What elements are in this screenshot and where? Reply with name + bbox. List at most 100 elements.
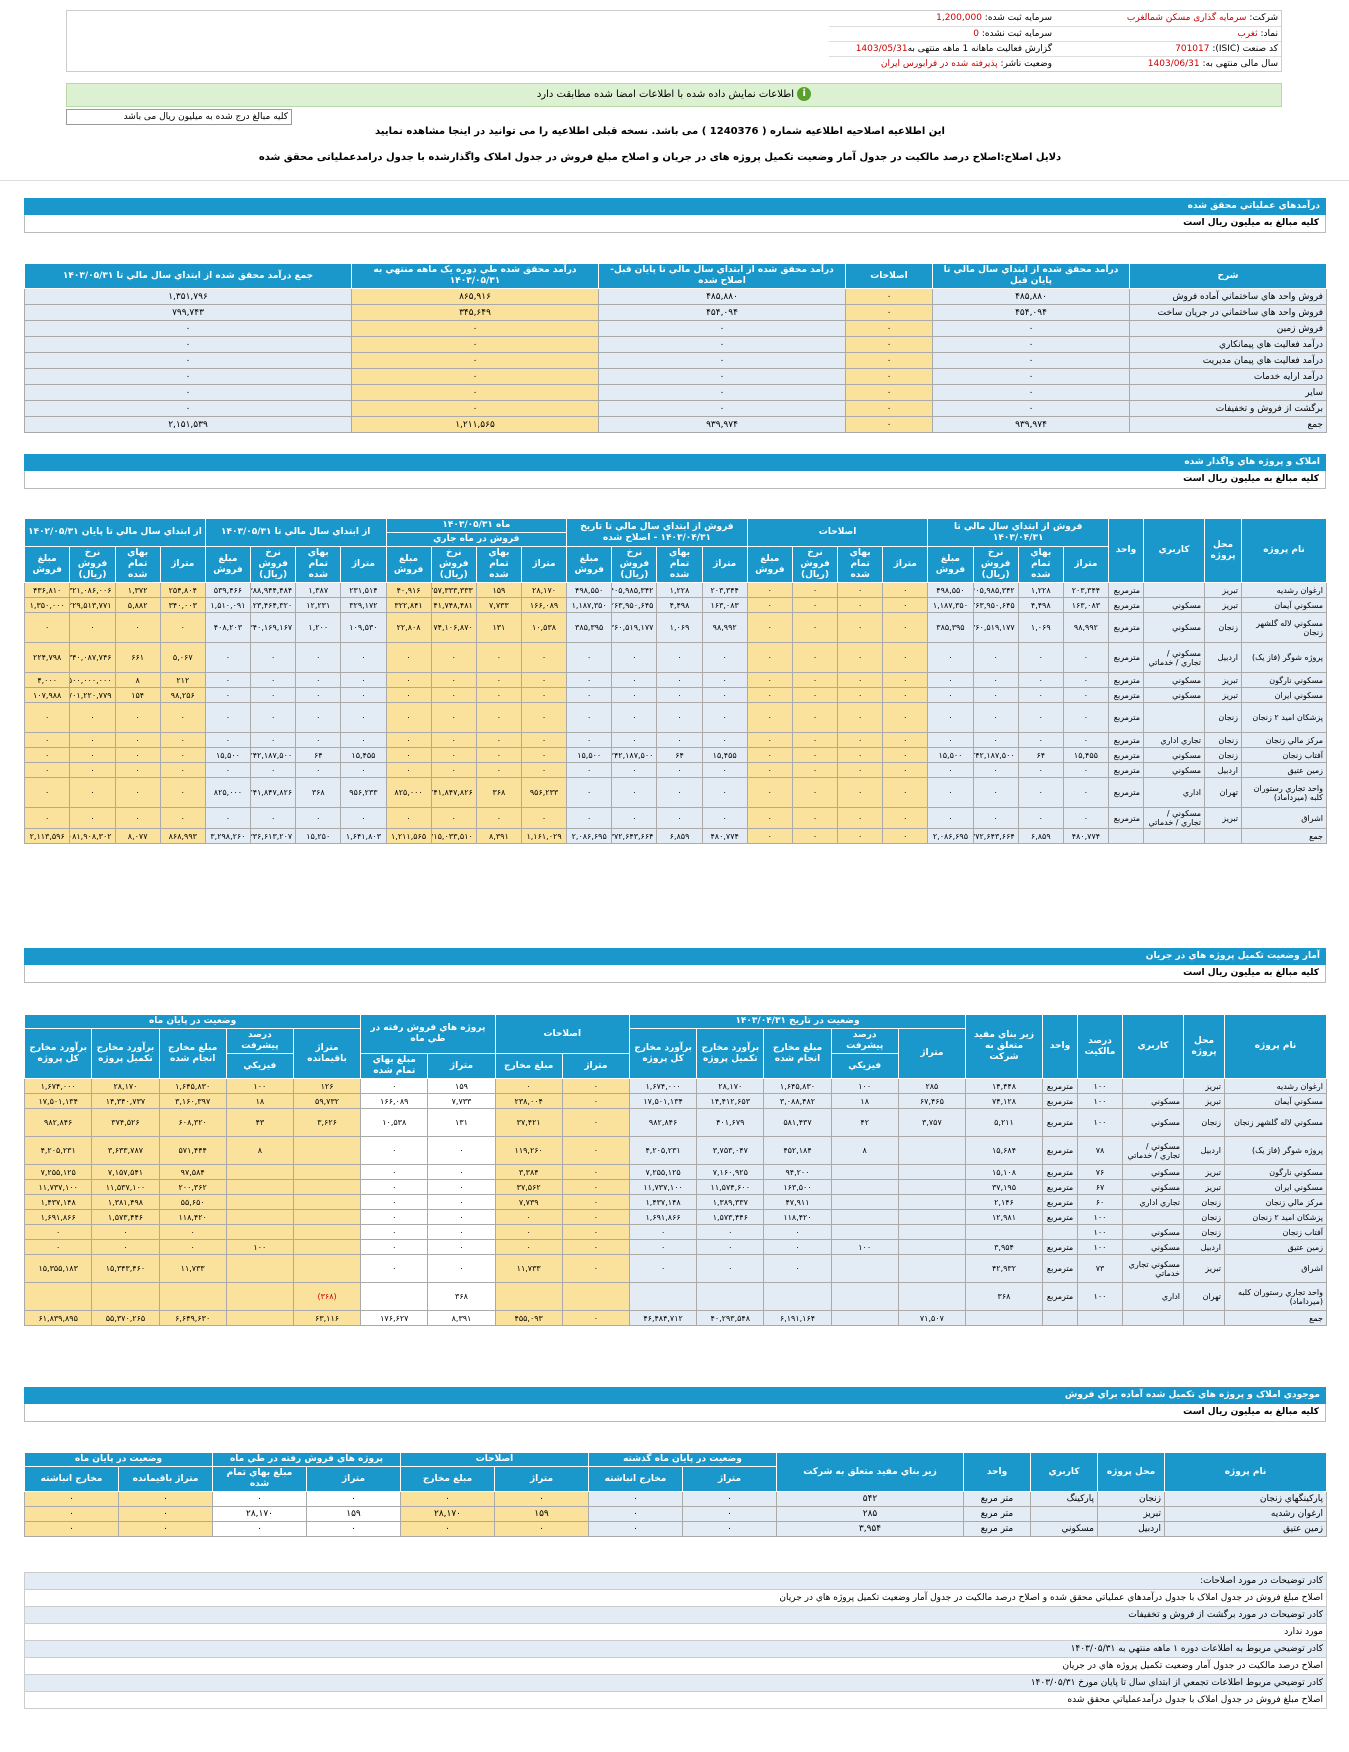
column-header: نرخ فروش (ريال) (611, 546, 658, 583)
company-value: سرمایه گذاری مسکن شمالغرب (1126, 13, 1247, 24)
table-cell (292, 1136, 362, 1165)
table-cell: ۱۲,۲۳۱ (295, 597, 342, 613)
column-header: درصد مالکيت (1077, 1014, 1123, 1079)
table-cell: ۰ (566, 762, 613, 778)
table-cell: ۰ (212, 1521, 307, 1537)
table-cell: ۰ (159, 732, 206, 748)
unit-select[interactable]: کلیه مبالغ درج شده به میلیون ریال می باش… (66, 109, 292, 125)
table-cell (1204, 828, 1242, 844)
table-cell (696, 1282, 765, 1311)
table-cell: ۰ (561, 1164, 630, 1180)
table-cell: ۰ (475, 702, 522, 733)
table-cell: ۰ (360, 1209, 429, 1225)
table-cell: ۱,۶۹۱,۸۶۶ (23, 1209, 93, 1225)
column-header: مخارج انباشته (24, 1466, 119, 1492)
table-cell: جمع (1224, 1310, 1327, 1326)
table-cell: ۸۲۵,۰۰۰ (385, 777, 432, 808)
table-cell: ۰ (628, 1254, 698, 1283)
table-cell: مترمربع (1108, 807, 1144, 829)
table-cell: ۳۶۸ (427, 1282, 496, 1311)
table-cell: ۸ (225, 1136, 294, 1165)
table-cell: ۰ (340, 687, 387, 703)
column-header: شرح (1129, 263, 1327, 289)
table-cell: ۶۱,۸۳۹,۸۹۵ (23, 1310, 93, 1326)
table-cell: ۰ (791, 702, 839, 733)
table-cell: ۲۸۵ (897, 1078, 967, 1094)
table-cell: ۴,۰۰۰ (23, 672, 71, 688)
table-cell: ۰ (114, 807, 161, 829)
table-cell: ۴۹۸,۵۵۰ (566, 582, 613, 598)
table-cell: ۰ (972, 762, 1019, 778)
table-cell: ۱۷۶,۶۲۷ (360, 1310, 429, 1326)
column-header: درآمد محقق شده از ابتداي سال مالي تا پاي… (598, 263, 846, 289)
table-cell (225, 1194, 294, 1210)
column-header: مخارج انباشته (588, 1466, 683, 1492)
table-cell: ۰ (385, 747, 432, 763)
table-cell: ۷,۱۶۰,۹۲۵ (696, 1164, 765, 1180)
table-cell: ۰ (972, 672, 1019, 688)
table-row: مسکوني ايران تبريز مسکوني مترمربع ۰ ۰ ۰ ۰ ۰ ۰ ۰ ۰ ۰ ۰… (23, 687, 1327, 703)
table-cell: ۴۸۵,۸۸۰ (932, 288, 1130, 305)
table-cell: ۴۷,۹۱۱ (763, 1194, 832, 1210)
table-cell: ۰ (520, 732, 568, 748)
table-cell: ۰ (1062, 777, 1110, 808)
table-cell: ۰ (250, 642, 297, 673)
table-cell: ۰ (932, 368, 1130, 385)
table-cell (360, 1282, 429, 1311)
table-cell (763, 1282, 832, 1311)
section-title: درآمدهاي عملياتي محقق شده (24, 198, 1326, 215)
table-cell: ۰ (400, 1491, 495, 1507)
table-row: زمين عتيق اردبيل مسکوني ۱۰۰ مترمربع ۳,۹۵۴ ۱۰۰ ۰… (23, 1239, 1327, 1255)
table-cell: ۰ (561, 1254, 630, 1283)
table-cell: ۰ (566, 687, 613, 703)
table-cell (23, 1282, 93, 1311)
table-cell: ۴۸۰,۷۷۴ (701, 828, 748, 844)
table-cell (561, 1282, 630, 1311)
table-cell: ۱۱,۵۳۷,۱۰۰ (91, 1179, 160, 1195)
table-cell (1030, 1506, 1098, 1522)
table-cell: ۰ (23, 732, 71, 748)
table-cell: مترمربع (1108, 582, 1144, 598)
table-cell: مترمربع (1042, 1164, 1078, 1180)
table-cell: ۲۶۳,۹۵۰,۶۴۵ (972, 597, 1019, 613)
table-cell: ۰ (118, 1506, 213, 1522)
table-cell: فروش واحد هاي ساختماني در جريان ساخت (1129, 304, 1327, 321)
table-cell: ۷,۷۳۳ (427, 1093, 496, 1109)
table-cell (292, 1194, 362, 1210)
table-cell: ۰ (561, 1310, 630, 1326)
table-cell: ۰ (114, 777, 161, 808)
company-info-panel: شرکت: سرمایه گذاری مسکن شمالغرب سرمایه ث… (66, 10, 1282, 72)
table-cell: ۰ (837, 672, 884, 688)
table-cell: ۵۵,۶۵۰ (158, 1194, 227, 1210)
table-cell: ۰ (845, 304, 933, 321)
table-row: واحد تجاري رستوران کلبه (ميرداماد) تهران ا… (23, 777, 1327, 808)
table-cell: ۰ (763, 1254, 832, 1283)
table-row: مسکوني لاله گلشهر زنجان زنجان مسکوني ۱۰۰ متر… (23, 1108, 1327, 1137)
column-header: واحد (1042, 1014, 1078, 1079)
table-cell: ۱,۲۲۸ (656, 582, 703, 598)
table-cell (1143, 582, 1205, 598)
table-cell (830, 1194, 899, 1210)
table-cell: ۰ (791, 732, 839, 748)
table-cell: ۰ (520, 642, 568, 673)
table-cell: ۷۳ (1077, 1254, 1123, 1283)
table-cell: فروش واحد هاي ساختماني آماده فروش (1129, 288, 1327, 305)
header-row: متراژ بهاي تمام شده نرخ فروش (ريال) مبلغ فر… (23, 546, 1327, 583)
table-cell: ۰ (561, 1179, 630, 1195)
table-cell: ۰ (927, 732, 974, 748)
table-cell: ۰ (69, 732, 116, 748)
table-cell: ۰ (566, 642, 613, 673)
table-cell: مترمربع (1108, 777, 1144, 808)
table-cell: ۷,۲۵۵,۱۲۵ (23, 1164, 93, 1180)
table-cell: ۰ (566, 672, 613, 688)
table-cell (897, 1179, 967, 1195)
table-cell: ۴۸۵,۸۸۰ (598, 288, 846, 305)
table-cell: ۰ (250, 807, 297, 829)
table-cell: ۰ (696, 1254, 765, 1283)
table-cell: ۰ (351, 400, 599, 417)
table-cell: ۰ (701, 702, 748, 733)
table-cell: تجاري اداري (1143, 732, 1205, 748)
table-cell: ۰ (159, 702, 206, 733)
table-cell: ۴۵۵,۰۹۳ (494, 1310, 563, 1326)
column-header: متراژ (427, 1053, 496, 1079)
